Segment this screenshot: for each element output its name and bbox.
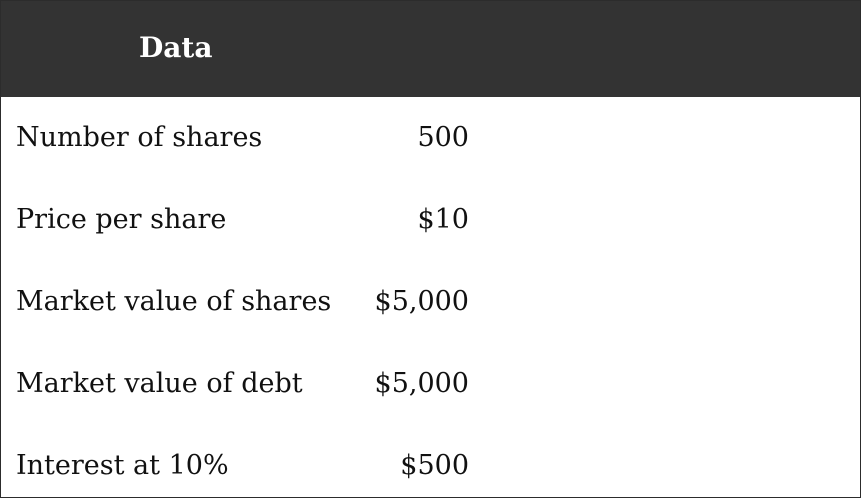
table-body: Number of shares 500 Price per share $10… bbox=[1, 97, 860, 497]
row-label-market-value-of-debt: Market value of debt bbox=[16, 368, 303, 399]
row-value-market-value-of-shares: $5,000 bbox=[374, 286, 469, 317]
table-row: Number of shares 500 bbox=[1, 97, 860, 179]
row-value-market-value-of-debt: $5,000 bbox=[374, 368, 469, 399]
row-label-price-per-share: Price per share bbox=[16, 204, 227, 235]
row-value-interest: $500 bbox=[400, 450, 469, 481]
table-row: Market value of shares $5,000 bbox=[1, 261, 860, 343]
table-row: Market value of debt $5,000 bbox=[1, 343, 860, 425]
row-value-number-of-shares: 500 bbox=[417, 122, 469, 153]
table-header: Data bbox=[1, 1, 860, 97]
table-row: Price per share $10 bbox=[1, 179, 860, 261]
row-label-interest: Interest at 10% bbox=[16, 450, 229, 481]
table-row: Interest at 10% $500 bbox=[1, 425, 860, 497]
row-value-price-per-share: $10 bbox=[417, 204, 469, 235]
table-header-title: Data bbox=[139, 31, 213, 64]
row-label-number-of-shares: Number of shares bbox=[16, 122, 263, 153]
row-label-market-value-of-shares: Market value of shares bbox=[16, 286, 332, 317]
